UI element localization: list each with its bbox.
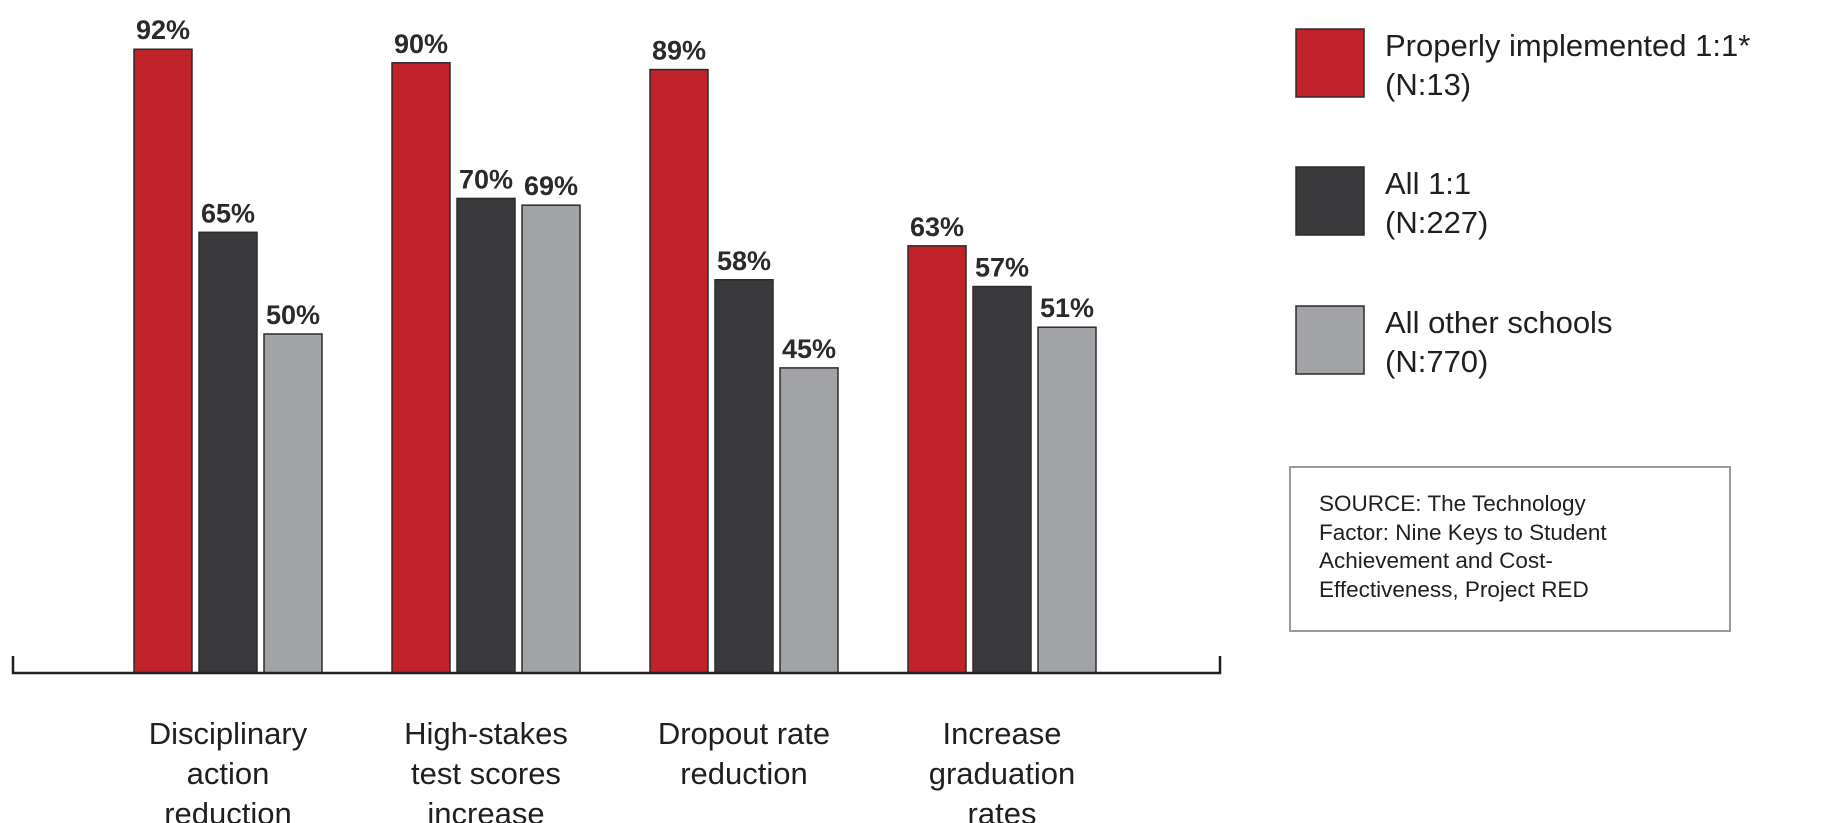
bar [521, 204, 581, 674]
category-label: Disciplinary action reduction [149, 716, 308, 823]
source-line: SOURCE: The Technology [1319, 491, 1586, 516]
bar [779, 367, 839, 674]
bar-value-label: 58% [717, 246, 771, 276]
bar [714, 279, 774, 674]
bar [391, 62, 451, 674]
x-axis [11, 656, 1222, 675]
bar [133, 48, 193, 674]
bar-value-label: 57% [975, 253, 1029, 283]
bar [1037, 326, 1097, 674]
legend-sample-size: (N:227) [1385, 205, 1488, 240]
bar [198, 231, 258, 674]
bar-labels-group: 92% 65% 50% 90% 70% 69% 89% 58% 45% 63% 57% 51% [136, 15, 1094, 364]
bar [263, 333, 323, 674]
source-note: SOURCE: The Technology Factor: Nine Keys… [1289, 466, 1731, 632]
bar-value-label: 45% [782, 334, 836, 364]
category-label: Increase graduation rates [929, 716, 1076, 823]
legend-series-name: Properly implemented 1:1* [1385, 28, 1750, 63]
source-line: Achievement and Cost- [1319, 548, 1553, 573]
bar-value-label: 65% [201, 198, 255, 228]
bar-value-label: 89% [652, 36, 706, 66]
bar-value-label: 51% [1040, 293, 1094, 323]
bar [649, 68, 709, 674]
legend: Properly implemented 1:1* (N:13) All 1:1 (N… [1295, 28, 1750, 379]
category-label: High-stakes test scores increase [404, 716, 568, 823]
legend-sample-size: (N:770) [1385, 344, 1488, 379]
bar-value-label: 63% [910, 212, 964, 242]
legend-sample-size: (N:13) [1385, 67, 1471, 102]
bar-value-label: 69% [524, 171, 578, 201]
legend-swatch [1295, 305, 1365, 375]
bars-group [133, 48, 1097, 674]
category-labels-group: Disciplinary action reduction High-stakes te… [149, 716, 1076, 823]
bar-value-label: 50% [266, 300, 320, 330]
source-line: Effectiveness, Project RED [1319, 576, 1589, 602]
legend-series-name: All 1:1 [1385, 166, 1471, 201]
bar [907, 245, 967, 674]
bar [456, 197, 516, 674]
source-line: Factor: Nine Keys to Student [1319, 519, 1607, 545]
bar-value-label: 90% [394, 29, 448, 59]
category-label: Dropout rate reduction [658, 716, 830, 791]
legend-series-name: All other schools [1385, 305, 1612, 340]
legend-swatch [1295, 166, 1365, 236]
bar-value-label: 70% [459, 164, 513, 194]
legend-swatch [1295, 28, 1365, 98]
bar [972, 285, 1032, 674]
bar-value-label: 92% [136, 15, 190, 45]
